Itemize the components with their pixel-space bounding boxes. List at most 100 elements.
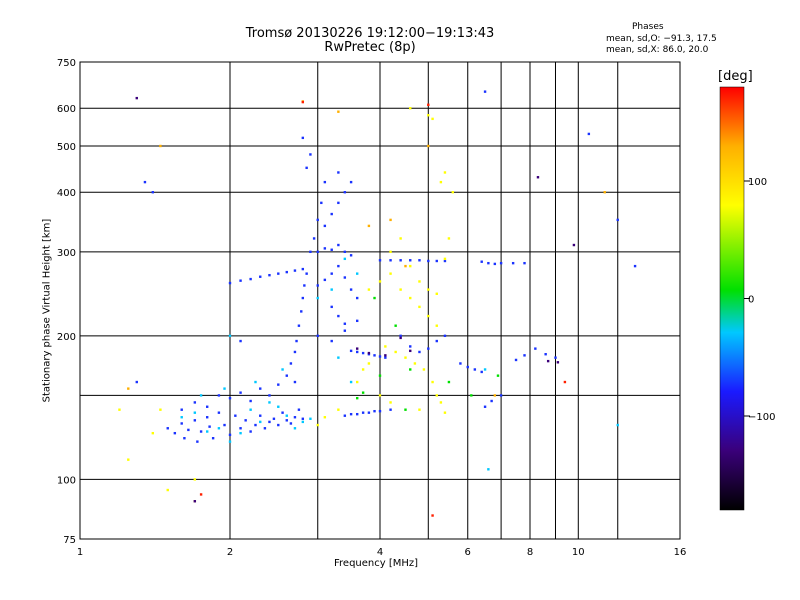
data-point xyxy=(193,478,197,481)
y-tick-label: 200 xyxy=(57,332,76,343)
data-point xyxy=(389,272,392,275)
data-point xyxy=(217,411,221,414)
y-tick-label: 500 xyxy=(57,142,76,153)
data-point xyxy=(259,275,262,278)
data-point xyxy=(301,420,305,424)
data-point xyxy=(616,423,619,427)
data-point xyxy=(239,279,242,282)
data-point xyxy=(249,408,252,411)
y-tick-label: 75 xyxy=(63,535,76,546)
data-point xyxy=(443,257,447,261)
data-point xyxy=(228,281,232,285)
data-point xyxy=(409,368,412,371)
data-point xyxy=(259,387,262,390)
phases-title: Phases xyxy=(632,22,664,32)
data-point xyxy=(404,408,407,411)
x-tick-label: 16 xyxy=(674,547,687,558)
data-point xyxy=(389,218,392,222)
data-point xyxy=(523,261,526,265)
data-point xyxy=(399,259,402,262)
data-point xyxy=(409,264,412,268)
y-tick-labels: 75 100 200 300 400 500 600 750 xyxy=(57,58,76,546)
chart-title: Tromsø 20130226 19:12:00−19:13:43 xyxy=(245,26,495,41)
data-point xyxy=(367,362,371,365)
data-point xyxy=(337,264,340,268)
data-point xyxy=(409,349,412,353)
data-point xyxy=(389,408,392,411)
data-point xyxy=(281,411,284,414)
data-point xyxy=(277,272,280,275)
data-point xyxy=(166,427,169,430)
data-point xyxy=(196,440,199,443)
data-point xyxy=(409,107,412,110)
data-point xyxy=(323,278,327,282)
data-point xyxy=(249,277,252,281)
data-point xyxy=(228,440,232,443)
data-point xyxy=(633,264,637,268)
x-tick-label: 2 xyxy=(227,547,233,558)
data-point xyxy=(394,350,397,354)
data-point xyxy=(499,261,503,265)
data-point xyxy=(536,176,540,179)
data-point xyxy=(487,468,490,471)
data-point xyxy=(378,280,382,283)
data-point xyxy=(254,423,257,427)
data-point xyxy=(439,180,443,184)
data-point xyxy=(439,401,443,404)
x-tick-label: 6 xyxy=(465,547,471,558)
data-point xyxy=(355,347,359,350)
data-point xyxy=(384,356,387,359)
data-point xyxy=(316,250,319,254)
data-point xyxy=(343,257,347,261)
data-point xyxy=(343,250,347,254)
data-point xyxy=(572,243,576,247)
data-point xyxy=(239,427,242,430)
data-point xyxy=(159,408,162,411)
data-point xyxy=(300,310,303,313)
data-point xyxy=(496,374,500,377)
grid-lines xyxy=(80,62,680,539)
colorbar-label: [deg] xyxy=(718,69,753,84)
data-point xyxy=(303,284,306,287)
data-point xyxy=(361,411,365,414)
data-point xyxy=(443,259,447,263)
data-point xyxy=(435,259,438,263)
data-point xyxy=(293,427,297,430)
data-point xyxy=(337,243,340,247)
data-point xyxy=(490,399,493,403)
data-point xyxy=(217,394,221,397)
data-point xyxy=(118,408,121,411)
data-point xyxy=(399,334,402,338)
data-point xyxy=(355,380,359,384)
data-point xyxy=(205,430,209,433)
data-point xyxy=(427,288,430,291)
data-point xyxy=(413,362,417,365)
x-tick-label: 8 xyxy=(527,547,533,558)
data-point xyxy=(301,417,305,420)
data-point xyxy=(285,419,288,422)
data-point xyxy=(399,288,402,291)
data-point xyxy=(268,401,271,404)
data-point xyxy=(205,405,209,408)
y-axis-title: Stationary phase Virtual Height [km] xyxy=(41,218,53,403)
data-point xyxy=(135,380,138,384)
data-point xyxy=(193,500,197,503)
data-point xyxy=(254,380,257,384)
data-point xyxy=(451,191,455,194)
data-point xyxy=(427,259,430,263)
data-point xyxy=(337,408,340,411)
data-point xyxy=(349,288,353,291)
data-point xyxy=(373,354,376,357)
data-point xyxy=(361,368,365,371)
data-point xyxy=(337,110,340,113)
data-point xyxy=(293,350,297,354)
data-point xyxy=(228,334,232,338)
data-point xyxy=(295,339,298,343)
data-point xyxy=(349,349,353,353)
data-point xyxy=(193,419,197,422)
data-point xyxy=(277,423,280,427)
data-point xyxy=(470,394,473,397)
data-point xyxy=(309,250,312,254)
data-point xyxy=(305,166,308,170)
